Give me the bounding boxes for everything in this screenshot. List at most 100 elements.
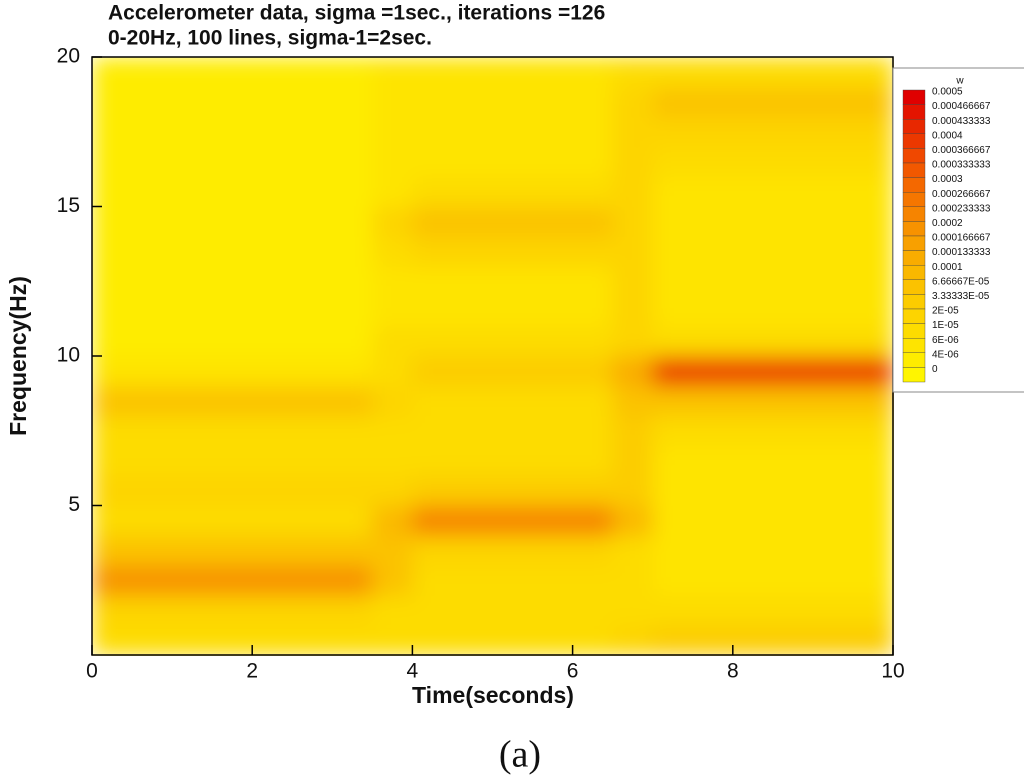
heatmap-cell <box>132 86 173 118</box>
legend-swatch <box>902 294 926 310</box>
heatmap-cell <box>652 116 694 148</box>
heatmap-cell <box>372 445 413 477</box>
heatmap-cell <box>212 206 253 237</box>
heatmap-cell <box>732 326 774 357</box>
heatmap-cell <box>172 116 213 148</box>
heatmap-cell <box>852 415 894 447</box>
heatmap-cell <box>172 565 213 596</box>
heatmap-cell <box>772 206 814 237</box>
heatmap-cell <box>772 236 814 267</box>
heatmap-cell <box>372 296 413 327</box>
heatmap-cell <box>692 116 734 148</box>
heatmap-cell <box>572 475 614 507</box>
heatmap-cell <box>132 415 173 447</box>
heatmap-cell <box>772 415 814 447</box>
heatmap-cell <box>332 595 373 626</box>
heatmap-cell <box>852 565 894 596</box>
heatmap-cell <box>612 535 654 566</box>
heatmap-cell <box>652 356 694 387</box>
heatmap-cell <box>772 57 814 88</box>
heatmap-cell <box>172 236 213 267</box>
heatmap-cell <box>412 86 454 118</box>
heatmap-cell <box>492 595 534 626</box>
heatmap-cell <box>212 236 253 267</box>
heatmap-cell <box>612 176 654 208</box>
heatmap-cell <box>732 296 774 327</box>
heatmap-cell <box>572 505 614 536</box>
heatmap-cell <box>132 445 173 477</box>
legend-label: 0.000266667 <box>932 189 991 200</box>
heatmap-cell <box>532 475 574 507</box>
heatmap-cell <box>292 236 333 267</box>
heatmap-cell <box>332 146 373 178</box>
heatmap-cell <box>652 176 694 208</box>
y-tick-label: 5 <box>68 493 80 516</box>
heatmap-cell <box>732 535 774 566</box>
heatmap-cell <box>212 266 253 297</box>
heatmap-cell <box>132 356 173 387</box>
heatmap-cell <box>492 565 534 596</box>
heatmap-cell <box>92 146 133 178</box>
heatmap-cell <box>372 236 413 267</box>
heatmap-cell <box>772 176 814 208</box>
heatmap-cell <box>252 475 293 507</box>
heatmap-cell <box>332 266 373 297</box>
heatmap-cell <box>212 146 253 178</box>
heatmap-cell <box>212 86 253 118</box>
heatmap-cell <box>812 535 854 566</box>
heatmap-cell <box>372 86 413 118</box>
heatmap-cell <box>612 415 654 447</box>
heatmap-cell <box>292 86 333 118</box>
heatmap-cell <box>612 356 654 387</box>
heatmap-cell <box>532 296 574 327</box>
heatmap-cell <box>772 385 814 417</box>
heatmap-cell <box>572 146 614 178</box>
heatmap-cell <box>612 266 654 297</box>
legend-label: 0 <box>932 364 938 375</box>
legend-label: 0.0002 <box>932 218 963 229</box>
heatmap-cell <box>492 475 534 507</box>
heatmap-cell <box>572 57 614 88</box>
heatmap-cell <box>772 475 814 507</box>
heatmap-cell <box>772 625 814 656</box>
heatmap-cell <box>732 146 774 178</box>
heatmap-cell <box>532 415 574 447</box>
heatmap-cell <box>132 565 173 596</box>
heatmap-cell <box>532 385 574 417</box>
heatmap-cell <box>132 206 173 237</box>
heatmap-cell <box>532 266 574 297</box>
heatmap-cell <box>812 385 854 417</box>
heatmap-cell <box>572 266 614 297</box>
heatmap-cell <box>732 57 774 88</box>
heatmap-cell <box>852 266 894 297</box>
heatmap-cell <box>692 356 734 387</box>
legend-label: 0.000433333 <box>932 116 991 127</box>
heatmap-cell <box>132 266 173 297</box>
heatmap-cell <box>532 236 574 267</box>
heatmap-cell <box>172 146 213 178</box>
heatmap-cell <box>92 505 133 536</box>
heatmap-cell <box>292 385 333 417</box>
heatmap-cell <box>612 385 654 417</box>
heatmap-cell <box>212 176 253 208</box>
heatmap-cell <box>652 266 694 297</box>
heatmap-cell <box>652 86 694 118</box>
heatmap-cell <box>572 326 614 357</box>
heatmap-cell <box>372 146 413 178</box>
heatmap-cell <box>652 385 694 417</box>
heatmap-cell <box>732 86 774 118</box>
heatmap-cell <box>332 326 373 357</box>
legend-swatch <box>902 367 926 383</box>
heatmap-cell <box>532 565 574 596</box>
heatmap-cell <box>732 445 774 477</box>
heatmap-cell <box>532 146 574 178</box>
heatmap-cell <box>372 475 413 507</box>
heatmap-cell <box>732 595 774 626</box>
heatmap-cell <box>732 565 774 596</box>
heatmap-cell <box>652 445 694 477</box>
heatmap-cell <box>652 415 694 447</box>
heatmap-cell <box>332 415 373 447</box>
heatmap-cell <box>492 535 534 566</box>
heatmap-cell <box>812 236 854 267</box>
heatmap-cell <box>252 505 293 536</box>
